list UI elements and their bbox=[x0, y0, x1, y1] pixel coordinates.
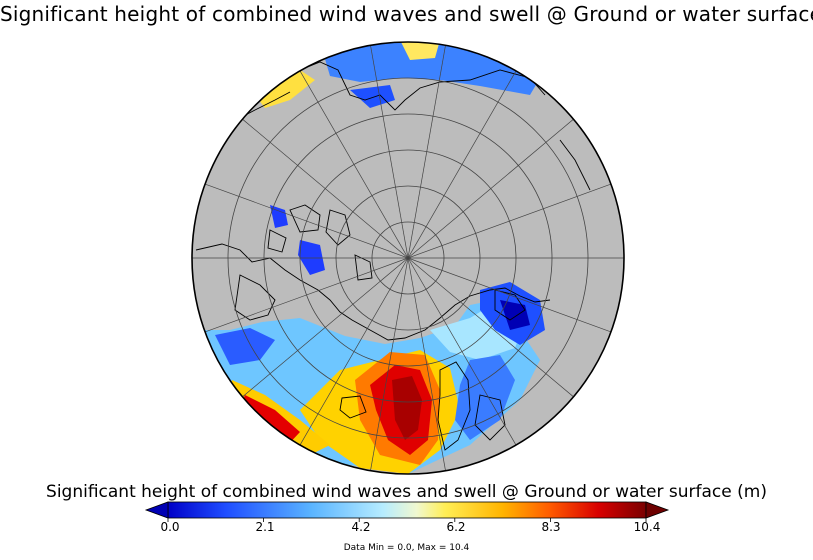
ocean-canada bbox=[215, 205, 325, 365]
ocean-atlantic bbox=[200, 298, 540, 474]
data-range-text: Data Min = 0.0, Max = 10.4 bbox=[343, 543, 470, 553]
meridian-line bbox=[407, 257, 574, 398]
colorbar-extend-min bbox=[144, 501, 169, 519]
meridian-line bbox=[407, 257, 446, 471]
colorbar-tick-label: 10.4 bbox=[633, 520, 661, 534]
meridian-lines bbox=[192, 45, 624, 471]
ocean-barents bbox=[480, 282, 545, 345]
meridian-line bbox=[242, 118, 409, 259]
map-boundary bbox=[191, 41, 625, 475]
meridian-line bbox=[407, 118, 574, 259]
colorbar-tick-label: 6.2 bbox=[446, 520, 466, 534]
meridian-line bbox=[407, 257, 612, 333]
meridian-line bbox=[204, 257, 409, 333]
meridian-line bbox=[407, 45, 446, 259]
colorbar-extend-max bbox=[645, 501, 670, 519]
colorbar-gradient bbox=[167, 501, 647, 519]
colorbar bbox=[144, 501, 670, 522]
colorbar-tick-label: 0.0 bbox=[160, 520, 180, 534]
meridian-line bbox=[370, 257, 409, 471]
colorbar-tick-label: 2.1 bbox=[255, 520, 275, 534]
meridian-line bbox=[204, 183, 409, 259]
meridian-line bbox=[370, 45, 409, 259]
colorbar-tick-label: 8.3 bbox=[541, 520, 561, 534]
map-title: Significant height of combined wind wave… bbox=[0, 2, 813, 26]
meridian-line bbox=[407, 257, 517, 446]
meridian-line bbox=[242, 257, 409, 398]
meridian-line bbox=[407, 183, 612, 259]
colorbar-tick-label: 4.2 bbox=[351, 520, 371, 534]
colorbar-title: Significant height of combined wind wave… bbox=[46, 482, 767, 502]
ocean-pacific bbox=[255, 42, 540, 108]
meridian-line bbox=[407, 70, 517, 259]
meridian-line bbox=[299, 70, 409, 259]
meridian-line bbox=[299, 257, 409, 446]
